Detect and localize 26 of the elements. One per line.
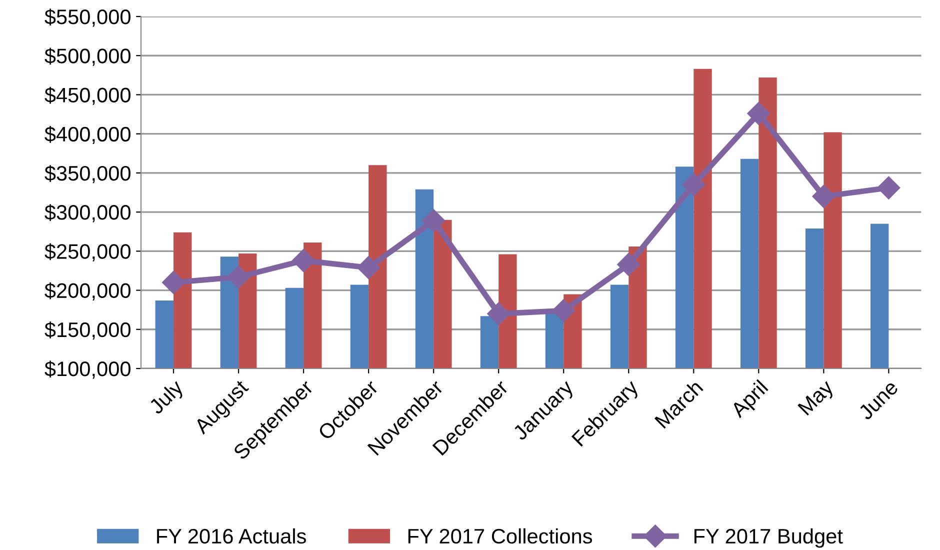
point xyxy=(812,184,836,208)
y-tick-label: $100,000 xyxy=(44,360,130,379)
point xyxy=(292,249,316,272)
point xyxy=(877,176,900,200)
legend-label: FY 2017 Collections xyxy=(408,528,592,544)
point xyxy=(552,299,576,322)
y-tick-label: $350,000 xyxy=(44,165,130,184)
y-tick-label: $150,000 xyxy=(44,322,130,340)
point xyxy=(227,265,250,288)
y-tick-label: $200,000 xyxy=(44,282,130,300)
y-tick-label: $300,000 xyxy=(44,204,130,222)
legend-label: FY 2017 Budget xyxy=(694,528,843,548)
x-tick-label: May xyxy=(798,378,838,419)
x-tick-label: July xyxy=(148,378,188,418)
point xyxy=(422,209,446,232)
y-tick-label: $450,000 xyxy=(44,86,130,105)
point xyxy=(747,102,770,125)
point xyxy=(682,173,706,196)
y-tick-label: $250,000 xyxy=(44,243,130,262)
point xyxy=(357,256,380,280)
legend-label: FY 2016 Actuals xyxy=(157,528,306,544)
y-tick-label: $400,000 xyxy=(44,126,130,144)
y-tick-label: $550,000 xyxy=(44,8,130,27)
point xyxy=(162,270,186,294)
point xyxy=(617,252,640,276)
y-tick-label: $500,000 xyxy=(44,48,130,66)
